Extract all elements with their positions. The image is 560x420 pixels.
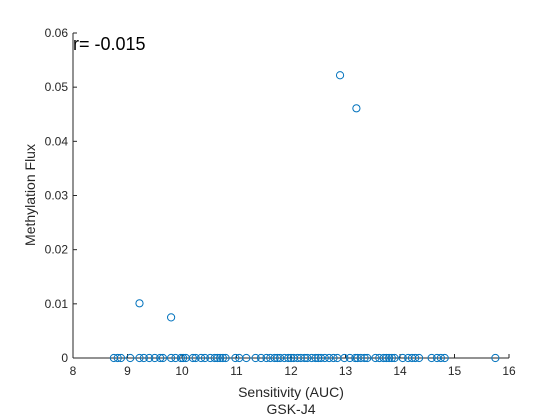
data-points (109, 71, 500, 363)
data-point (158, 353, 168, 363)
y-tick-label: 0.01 (45, 297, 69, 311)
x-tick-label: 12 (284, 364, 298, 378)
data-point (156, 353, 165, 363)
data-point (329, 353, 338, 363)
chart-title: GSK-J4 (266, 401, 315, 417)
data-point (356, 353, 365, 363)
data-point (325, 353, 334, 363)
data-point (379, 353, 388, 363)
y-tick-label: 0.02 (45, 243, 69, 257)
data-point (210, 353, 219, 363)
data-point (231, 353, 240, 363)
data-point (303, 353, 312, 363)
y-tick-label: 0.05 (45, 80, 69, 94)
data-point (139, 353, 148, 363)
data-point (145, 353, 154, 363)
x-tick-label: 16 (502, 364, 516, 378)
data-point (351, 353, 360, 363)
data-point (307, 353, 316, 363)
data-point (411, 353, 420, 363)
x-tick-label: 8 (70, 364, 77, 378)
correlation-annotation: r= -0.015 (73, 34, 146, 54)
ticks: 8 9 10 11 12 13 14 15 16 0 0.01 0.02 0.03 0.04 0.05 0.0… (45, 26, 516, 378)
data-point (135, 299, 144, 308)
x-tick-label: 11 (230, 364, 243, 378)
y-tick-label: 0.04 (45, 134, 69, 148)
data-point (176, 353, 186, 363)
data-point (320, 353, 329, 363)
y-tick-label: 0.03 (45, 189, 69, 203)
axes (72, 33, 509, 359)
data-point (256, 353, 266, 363)
data-point (135, 353, 144, 363)
data-point (314, 353, 323, 363)
y-axis-label: Methylation Flux (22, 144, 38, 246)
y-tick-label: 0 (61, 351, 68, 365)
data-point (126, 353, 135, 363)
data-point (363, 353, 372, 363)
y-tick-label: 0.06 (45, 26, 69, 40)
data-point (213, 353, 222, 363)
data-point (191, 353, 200, 363)
data-point (286, 353, 296, 363)
data-point (284, 353, 293, 363)
x-tick-label: 14 (393, 364, 407, 378)
data-point (352, 104, 361, 113)
data-point (196, 353, 206, 363)
data-point (113, 353, 122, 363)
data-point (270, 353, 279, 363)
data-point (360, 353, 369, 363)
data-point (150, 353, 159, 363)
data-point (440, 353, 449, 363)
data-point (387, 353, 396, 363)
x-tick-label: 15 (448, 364, 462, 378)
data-point (167, 313, 176, 322)
data-point (311, 353, 320, 363)
data-point (296, 353, 305, 363)
data-point (371, 353, 380, 363)
data-point (218, 353, 227, 363)
data-point (427, 353, 436, 363)
data-point (178, 353, 188, 363)
data-point (200, 353, 209, 363)
data-point (216, 353, 225, 363)
data-point (167, 353, 176, 363)
data-point (280, 353, 289, 363)
data-point (385, 353, 394, 363)
data-point (276, 353, 285, 363)
data-point (262, 353, 271, 363)
data-point (316, 353, 326, 363)
data-point (188, 353, 197, 363)
data-point (382, 353, 391, 363)
data-point (221, 353, 230, 363)
x-tick-label: 10 (175, 364, 189, 378)
x-tick-label: 9 (124, 364, 131, 378)
data-point (251, 353, 260, 363)
data-point (398, 353, 407, 363)
data-point (414, 353, 424, 363)
data-point (335, 71, 345, 80)
data-point (436, 353, 445, 363)
data-point (491, 353, 500, 363)
data-point (116, 353, 126, 363)
data-point (390, 353, 399, 363)
x-axis-label: Sensitivity (AUC) (238, 384, 344, 400)
x-tick-label: 13 (339, 364, 353, 378)
data-point (340, 353, 349, 363)
data-point (242, 353, 251, 363)
